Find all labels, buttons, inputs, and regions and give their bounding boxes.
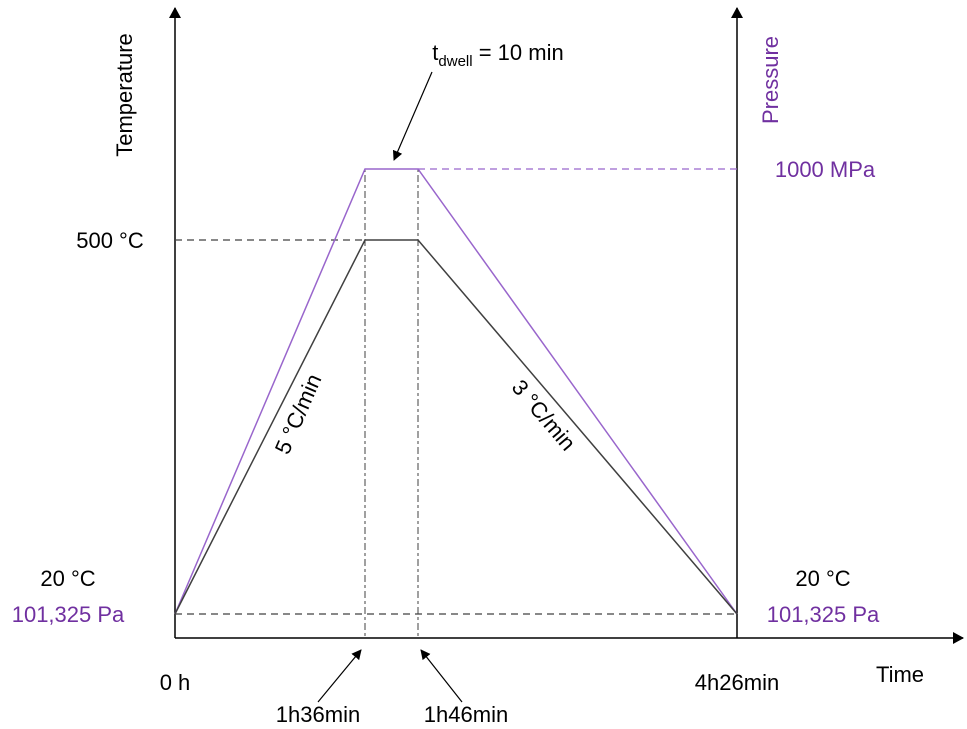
temp-low-right-label: 20 °C xyxy=(795,566,850,591)
dwell-label: tdwell = 10 min xyxy=(432,40,563,70)
x-axis-title: Time xyxy=(876,662,924,687)
time-end-label: 4h26min xyxy=(695,670,779,695)
temp-high-label: 500 °C xyxy=(76,228,144,253)
temp-low-left-label: 20 °C xyxy=(40,566,95,591)
left-axis-title: Temperature xyxy=(112,33,137,157)
temperature-line xyxy=(174,239,738,615)
ramp-end-arrow xyxy=(317,649,362,703)
pressure-line xyxy=(174,168,738,615)
heating-rate-label: 5 °C/min xyxy=(270,370,327,458)
time-dwell-end-label: 1h46min xyxy=(424,702,508,727)
time-start-label: 0 h xyxy=(160,670,191,695)
pressure-high-label: 1000 MPa xyxy=(775,157,876,182)
dwell-arrow xyxy=(392,71,433,161)
time-ramp-end-label: 1h36min xyxy=(276,702,360,727)
dwell-end-arrow xyxy=(420,649,463,703)
pressure-low-left-label: 101,325 Pa xyxy=(12,602,125,627)
pressure-low-right-label: 101,325 Pa xyxy=(767,602,880,627)
right-axis-title: Pressure xyxy=(758,36,783,124)
